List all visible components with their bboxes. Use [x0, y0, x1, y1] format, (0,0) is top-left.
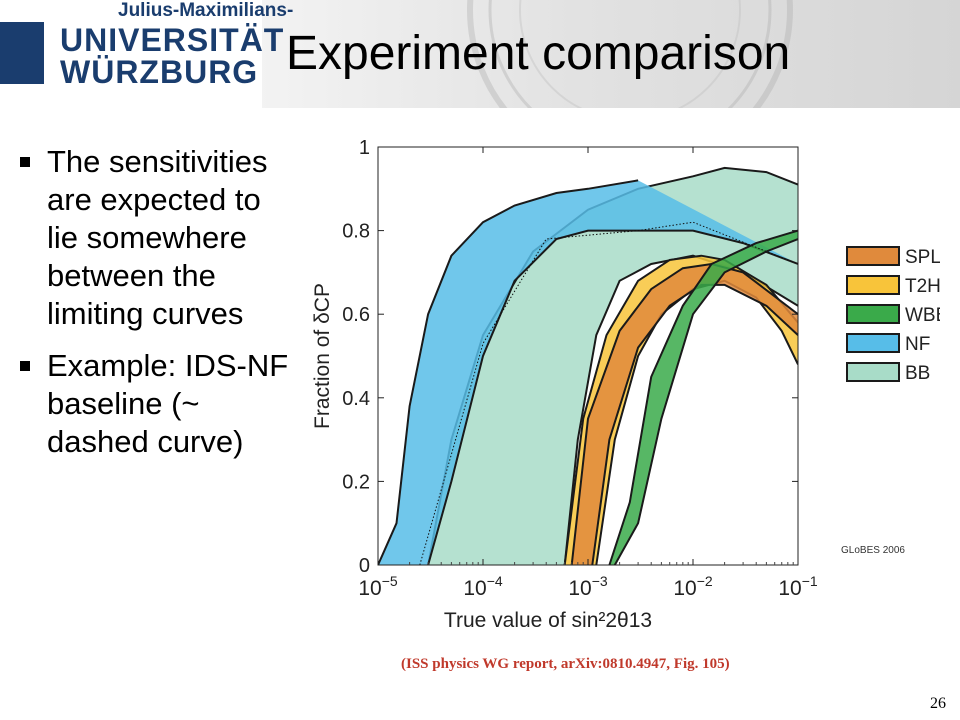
x-tick-exponent: −1	[802, 573, 818, 589]
x-axis-label: True value of sin²2θ13	[444, 609, 652, 632]
y-tick-label: 0.4	[342, 388, 370, 410]
legend-swatch-bb	[846, 362, 900, 382]
x-tick-label: 10−1	[778, 573, 818, 600]
square-bullet-icon	[20, 157, 30, 167]
y-tick-label: 0.2	[342, 471, 370, 493]
globes-watermark: GLoBES 2006	[841, 545, 905, 556]
legend-swatch-t2hk	[846, 275, 900, 295]
x-tick-label: 10−3	[568, 573, 608, 600]
logo-small-text: Julius-Maximilians-	[118, 0, 294, 21]
university-logo: Julius-Maximilians- UNIVERSITÄT WÜRZBURG	[0, 0, 293, 108]
legend-label-bb: BB	[905, 363, 930, 384]
y-tick-label: 0.8	[342, 221, 370, 243]
bullet-list: The sensitivities are expected to lie so…	[18, 143, 300, 475]
legend-swatch-nf	[846, 333, 900, 353]
logo-line-1: UNIVERSITÄT	[60, 22, 285, 58]
legend-label-wbb: WBB	[905, 305, 940, 326]
band-spl	[571, 264, 798, 565]
y-tick-label: 1	[359, 137, 370, 159]
y-axis-label: Fraction of δCP	[311, 283, 334, 429]
y-tick-label: 0.6	[342, 304, 370, 326]
seal-watermark	[467, 0, 793, 108]
x-tick-exponent: −4	[487, 573, 503, 589]
legend-label-nf: NF	[905, 334, 930, 355]
x-tick-label: 10−2	[673, 573, 713, 600]
square-bullet-icon	[20, 361, 30, 371]
x-tick-exponent: −5	[382, 573, 398, 589]
bullet-text: The sensitivities are expected to lie so…	[47, 144, 268, 331]
legend-label-spl: SPL	[905, 247, 940, 268]
x-tick-label: 10−4	[463, 573, 503, 600]
band-nf	[378, 180, 798, 565]
x-tick-exponent: −3	[592, 573, 608, 589]
bullet-text: Example: IDS-NF baseline (~ dashed curve…	[47, 348, 289, 459]
legend-label-t2hk: T2HK	[905, 276, 940, 297]
legend-swatch-wbb	[846, 304, 900, 324]
band-edge-t2hk-upper	[563, 254, 798, 565]
y-tick-label: 0	[359, 555, 370, 577]
band-edge-nf-upper	[378, 179, 639, 565]
bullet-item: The sensitivities are expected to lie so…	[18, 143, 300, 333]
bullet-item: Example: IDS-NF baseline (~ dashed curve…	[18, 347, 300, 461]
band-wbb	[609, 230, 798, 565]
x-tick-exponent: −2	[697, 573, 713, 589]
band-edge-spl-upper	[570, 262, 798, 565]
slide-title: Experiment comparison	[286, 27, 791, 80]
logo-line-2: WÜRZBURG	[60, 54, 259, 90]
band-edge-wbb-upper	[608, 229, 798, 565]
page-number: 26	[930, 695, 946, 712]
citation: (ISS physics WG report, arXiv:0810.4947,…	[401, 656, 730, 672]
reference-dotted-line	[419, 221, 798, 565]
plot-area	[378, 166, 798, 565]
x-tick-label: 10−5	[358, 573, 398, 600]
band-bb	[428, 167, 798, 565]
band-edge-spl-lower	[591, 283, 798, 565]
logo-bar	[0, 22, 44, 84]
header-bar: Julius-Maximilians- UNIVERSITÄT WÜRZBURG…	[0, 0, 960, 108]
band-edge-nf-lower	[427, 229, 798, 565]
sensitivity-chart: 0 0.2 0.4 0.6 0.8 1 10−5 10−4 10−3 10−2 10−1 True v…	[311, 137, 940, 632]
legend-swatch-spl	[846, 246, 900, 266]
band-edge-wbb-lower	[613, 238, 798, 565]
